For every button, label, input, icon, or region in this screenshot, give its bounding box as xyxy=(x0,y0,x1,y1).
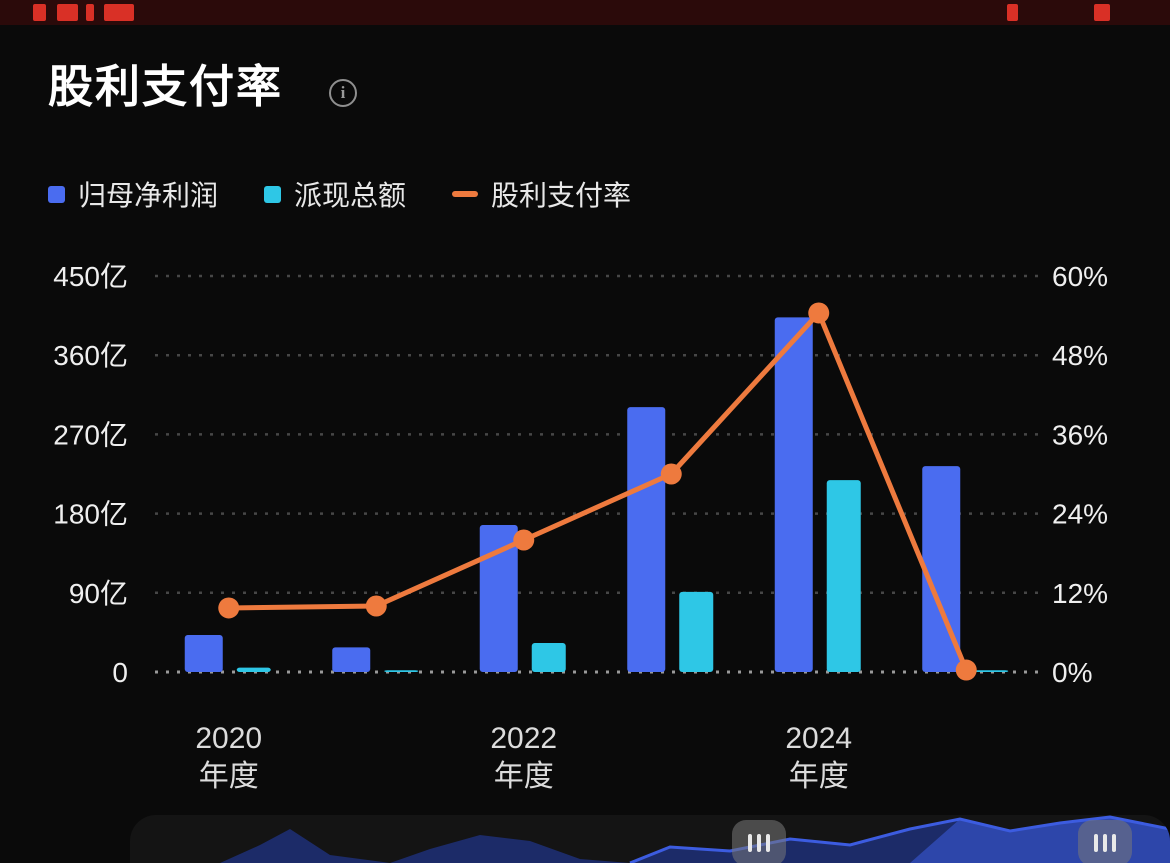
x-axis-label-suffix: 年度 xyxy=(494,760,554,793)
payout-ratio-point-2024年度[interactable] xyxy=(808,302,830,324)
payout-ratio-point-2020年度[interactable] xyxy=(218,597,240,619)
left-axis-tick: 270亿 xyxy=(53,419,128,450)
left-axis-tick: 360亿 xyxy=(53,340,128,371)
bar-归母净利润-2021年度[interactable] xyxy=(332,647,371,672)
bar-归母净利润-2025年度[interactable] xyxy=(922,466,961,672)
x-axis-label-year: 2024 xyxy=(785,722,852,755)
left-axis-tick: 0 xyxy=(112,657,128,688)
legend-label: 股利支付率 xyxy=(491,180,632,211)
legend-label: 派现总额 xyxy=(294,180,407,211)
banner-fragment xyxy=(57,4,78,21)
banner-fragment xyxy=(1094,4,1110,21)
bar-派现总额-2024年度[interactable] xyxy=(826,480,861,672)
chart-legend: 归母净利润 派现总额 股利支付率 xyxy=(48,174,631,214)
left-axis-tick: 180亿 xyxy=(53,499,128,530)
banner-fragment xyxy=(33,4,46,21)
left-axis-tick: 450亿 xyxy=(53,261,128,292)
bar-派现总额-2021年度[interactable] xyxy=(384,670,419,672)
legend-label: 归母净利润 xyxy=(78,180,219,211)
drag-handle-icon xyxy=(748,834,752,852)
right-axis-tick: 0% xyxy=(1052,657,1092,688)
right-axis-tick: 48% xyxy=(1052,340,1108,371)
legend-item-归母净利润[interactable]: 归母净利润 xyxy=(48,174,218,214)
top-banner xyxy=(0,0,1170,25)
x-axis-label-year: 2020 xyxy=(195,722,262,755)
payout-ratio-point-2023年度[interactable] xyxy=(660,463,682,485)
legend-line-marker xyxy=(452,191,479,197)
range-navigator[interactable] xyxy=(130,815,1170,863)
legend-item-派现总额[interactable]: 派现总额 xyxy=(264,174,406,214)
x-axis-label-suffix: 年度 xyxy=(199,760,259,793)
drag-handle-icon xyxy=(1103,834,1107,852)
legend-item-股利支付率[interactable]: 股利支付率 xyxy=(452,174,631,214)
page-title: 股利支付率 xyxy=(48,61,284,112)
bar-归母净利润-2024年度[interactable] xyxy=(774,317,813,672)
payout-ratio-line xyxy=(226,310,969,673)
x-axis-label-year: 2022 xyxy=(490,722,557,755)
navigator-preview-area xyxy=(130,817,1170,863)
right-axis-tick: 24% xyxy=(1052,499,1108,530)
right-axis-tick: 60% xyxy=(1052,261,1108,292)
legend-square-marker xyxy=(48,185,65,203)
payout-ratio-point-2025年度[interactable] xyxy=(955,659,977,681)
bar-归母净利润-2020年度[interactable] xyxy=(184,635,223,672)
drag-handle-icon xyxy=(757,834,761,852)
bar-归母净利润-2023年度[interactable] xyxy=(627,407,666,672)
x-axis-label-suffix: 年度 xyxy=(789,760,849,793)
bar-派现总额-2020年度[interactable] xyxy=(236,667,271,672)
payout-ratio-point-2021年度[interactable] xyxy=(365,595,387,617)
banner-fragment xyxy=(1007,4,1018,21)
navigator-preview-line xyxy=(629,815,1170,863)
bar-派现总额-2023年度[interactable] xyxy=(679,591,714,672)
payout-ratio-point-2022年度[interactable] xyxy=(513,529,535,551)
drag-handle-icon xyxy=(1112,834,1116,852)
right-axis-tick: 36% xyxy=(1052,419,1108,450)
range-handle-left[interactable] xyxy=(732,820,786,863)
drag-handle-icon xyxy=(766,834,770,852)
right-axis-tick: 12% xyxy=(1052,578,1108,609)
navigator-preview[interactable] xyxy=(130,815,1170,863)
range-handle-right[interactable] xyxy=(1078,820,1132,863)
banner-fragment xyxy=(86,4,94,21)
bar-派现总额-2025年度[interactable] xyxy=(974,670,1009,672)
drag-handle-icon xyxy=(1094,834,1098,852)
left-axis-tick: 90亿 xyxy=(69,578,128,609)
bar-派现总额-2022年度[interactable] xyxy=(531,642,566,672)
info-icon[interactable]: i xyxy=(329,79,357,107)
banner-fragment xyxy=(104,4,134,21)
legend-square-marker xyxy=(264,185,282,203)
bar-归母净利润-2022年度[interactable] xyxy=(479,525,518,672)
